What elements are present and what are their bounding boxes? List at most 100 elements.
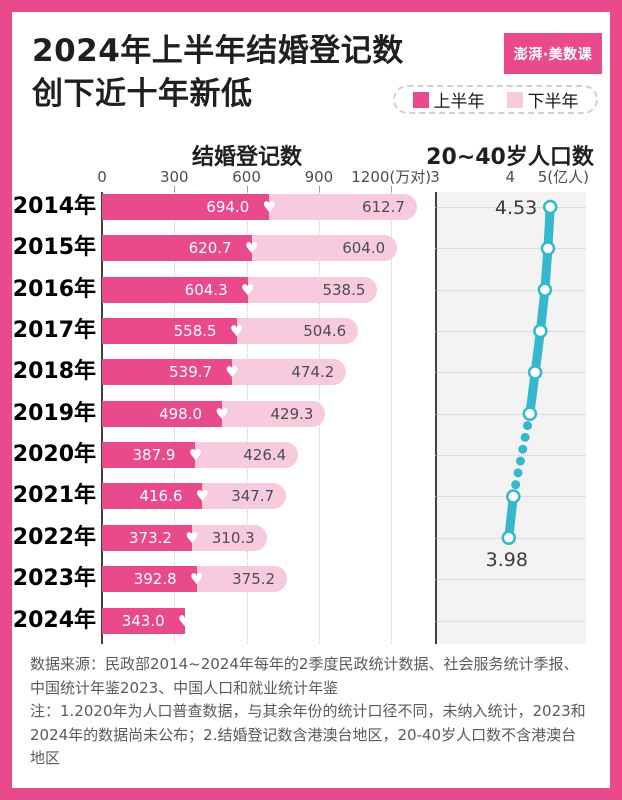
year-label: 2020年 (12, 442, 96, 468)
legend-label-second-half: 下半年 (527, 92, 579, 112)
second-half-bar: 538.5 (247, 276, 378, 303)
legend-item-second-half: 下半年 (506, 87, 579, 112)
population-point (537, 282, 553, 297)
population-point (522, 406, 538, 421)
population-line-chart: 4.53 3.98 (486, 197, 558, 571)
second-half-swatch (506, 91, 523, 108)
population-point (506, 489, 521, 504)
first-half-bar: 620.7 (102, 235, 252, 262)
heart-icon: ♥ (240, 280, 255, 299)
population-gridline (435, 248, 586, 250)
population-point (501, 530, 517, 546)
marriage-chart-title: 结婚登记数 (191, 145, 302, 170)
population-plot: 4.53 3.98 (435, 192, 586, 644)
logo-the-paper: 澎湃·美数课 (504, 33, 602, 74)
population-axis-label: 4 (505, 168, 516, 186)
population-gap-dot (520, 432, 530, 442)
population-point-label: 4.53 (495, 197, 537, 219)
population-point (533, 323, 548, 339)
second-half-bar: 612.7 (269, 194, 417, 220)
population-gap-dot (515, 456, 525, 466)
marriage-axis-tick (391, 186, 393, 192)
heart-icon: ♥ (177, 611, 192, 630)
population-axis-line (435, 192, 437, 644)
heart-icon: ♥ (229, 322, 244, 341)
marriage-axis-tick (318, 186, 320, 192)
second-half-bar: 604.0 (251, 235, 398, 262)
population-gridline (435, 207, 586, 208)
marriage-axis-label: 900 (304, 168, 334, 186)
data-source-text: 数据来源：民政部2014~2024年每年的2季度民政统计数据、社会服务统计季报、… (30, 655, 579, 697)
first-half-swatch (412, 91, 429, 108)
first-half-bar: 558.5 (102, 318, 237, 345)
first-half-bar: 387.9 (102, 442, 196, 469)
year-label: 2016年 (12, 276, 96, 302)
first-half-bar: 373.2 (102, 524, 192, 551)
first-half-bar: 416.6 (102, 483, 203, 510)
population-gap-dot (513, 468, 523, 478)
heart-icon: ♥ (195, 487, 210, 506)
title-line-1: 2024年上半年结婚登记数 (32, 33, 404, 69)
logo-text: 澎湃·美数课 (513, 46, 593, 63)
year-label: 2014年 (12, 194, 96, 219)
population-gridline (435, 413, 586, 415)
second-half-bar: 375.2 (196, 566, 288, 593)
population-point-label: 3.98 (486, 549, 528, 571)
marriage-axis-label: 300 (159, 168, 189, 186)
population-gap-dot (518, 444, 528, 454)
page-title: 2024年上半年结婚登记数 创下近十年新低 (32, 30, 404, 116)
population-chart-title: 20~40岁人口数 (426, 145, 594, 170)
second-half-bar: 474.2 (232, 359, 347, 386)
population-gap-dot (511, 480, 521, 490)
first-half-bar: 343.0 (102, 607, 185, 634)
heart-icon: ♥ (189, 570, 204, 589)
legend-label-first-half: 上半年 (433, 92, 485, 112)
footnotes: 数据来源：民政部2014~2024年每年的2季度民政统计数据、社会服务统计季报、… (30, 653, 590, 771)
marriage-axis-tick (246, 186, 248, 192)
population-gridline (435, 289, 586, 291)
population-axis-label-unit: 5(亿人) (537, 168, 589, 186)
year-label: 2021年 (12, 483, 96, 509)
heart-icon: ♥ (215, 404, 229, 423)
first-half-bar: 694.0 (102, 194, 270, 220)
heart-icon: ♥ (225, 363, 239, 382)
year-label: 2019年 (12, 400, 96, 426)
population-gap-dot (523, 421, 533, 431)
first-half-bar: 392.8 (102, 566, 197, 593)
population-point (542, 199, 558, 215)
population-gridline (435, 455, 586, 457)
infographic-card: 2024年上半年结婚登记数 创下近十年新低 澎湃·美数课 上半年 下半年 结婚登… (12, 12, 610, 788)
year-label: 2023年 (12, 566, 96, 592)
population-gridline (435, 579, 586, 581)
second-half-bar: 347.7 (202, 483, 287, 510)
second-half-bar: 504.6 (236, 318, 359, 345)
second-half-bar: 429.3 (222, 400, 326, 427)
marriage-axis-tick (174, 186, 176, 192)
population-gridline (435, 620, 586, 622)
legend-item-first-half: 上半年 (412, 87, 485, 112)
heart-icon: ♥ (262, 198, 276, 216)
heart-icon: ♥ (244, 239, 259, 258)
marriage-axis-label: 600 (232, 168, 261, 186)
second-half-bar: 310.3 (191, 524, 267, 551)
year-label: 2022年 (12, 524, 96, 550)
population-gridline (435, 331, 586, 333)
heart-icon: ♥ (188, 446, 203, 465)
year-label: 2018年 (12, 359, 96, 385)
notes-text: 注：1.2020年为人口普查数据，与其余年份的统计口径不同，未纳入统计，2023… (30, 702, 586, 767)
population-gridline (435, 372, 586, 374)
population-axis-label: 3 (430, 168, 440, 186)
marriage-axis-label-unit: 1200(万对) (351, 168, 432, 186)
first-half-bar: 539.7 (102, 359, 233, 386)
year-label: 2017年 (12, 318, 96, 344)
first-half-bar: 604.3 (102, 276, 248, 303)
marriage-axis-label: 0 (97, 168, 107, 186)
population-point (540, 241, 556, 256)
year-label: 2024年 (12, 607, 96, 633)
population-point (527, 365, 543, 380)
first-half-bar: 498.0 (102, 400, 223, 427)
heart-icon: ♥ (185, 528, 199, 547)
legend: 上半年 下半年 (393, 85, 598, 114)
chart-canvas: 0 300 600 900 1200(万对) 4.53 3.98 3 4 5(亿人) 2014年 69… (12, 12, 610, 788)
title-line-2: 创下近十年新低 (32, 76, 253, 112)
